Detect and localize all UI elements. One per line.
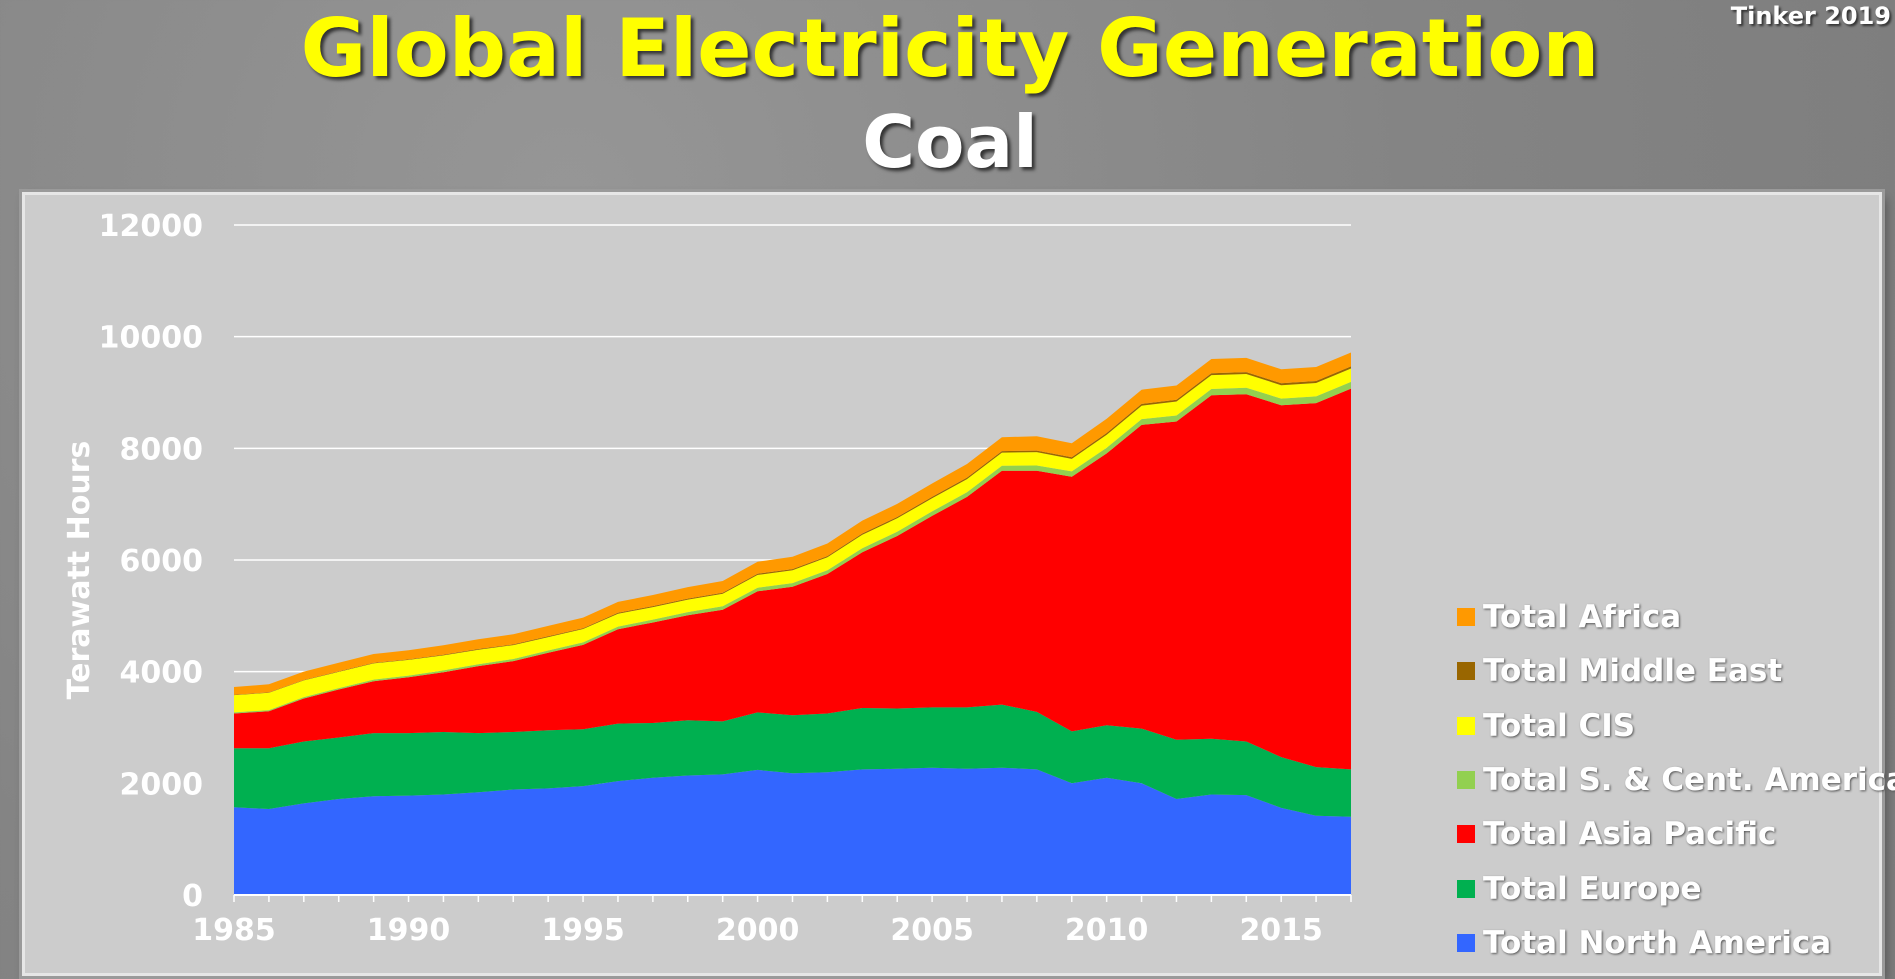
legend-label: Total North America [1483,924,1832,961]
legend-swatch [1457,825,1475,844]
legend-swatch [1457,879,1475,898]
legend-item: Total S. & Cent. America [1457,753,1895,807]
y-tick-label: 10000 [99,321,203,356]
legend-swatch [1457,771,1475,790]
axes: 0 2000 4000 6000 8000 10000 12000 1985 1990 1995 2… [99,209,1352,948]
legend-item: Total Asia Pacific [1457,807,1895,861]
x-tick-label: 2000 [716,913,800,948]
legend-label: Total Middle East [1483,653,1783,690]
area-total-asia-pacific [234,388,1351,770]
series-areas [234,352,1351,895]
legend-label: Total S. & Cent. America [1483,762,1895,799]
y-tick-label: 8000 [120,432,204,467]
x-tick-label: 2015 [1239,913,1323,948]
legend-label: Total CIS [1483,707,1636,744]
x-tick-label: 1985 [192,913,276,948]
legend-item: Total North America [1457,916,1895,970]
x-tick-label: 2005 [890,913,974,948]
area-total-europe [234,704,1351,817]
legend-item: Total CIS [1457,699,1895,753]
y-tick-label: 2000 [120,767,204,802]
legend-label: Total Africa [1483,599,1682,636]
legend-label: Total Asia Pacific [1483,816,1777,853]
y-axis-label: Terawatt Hours [62,441,97,700]
legend-item: Total Europe [1457,861,1895,915]
chart-panel: 0 2000 4000 6000 8000 10000 12000 1985 1990 1995 2… [22,192,1895,976]
y-tick-label: 4000 [120,656,204,691]
chart-subtitle: Coal [862,100,1038,184]
legend-swatch [1457,608,1475,627]
legend: Total Africa Total Middle East Total CIS To… [1457,590,1895,970]
legend-item: Total Africa [1457,590,1895,644]
x-tick-label: 2010 [1065,913,1149,948]
chart-title: Global Electricity Generation [300,2,1600,95]
y-tick-label: 12000 [99,209,203,244]
x-tick-label: 1990 [367,913,451,948]
legend-label: Total Europe [1483,870,1702,907]
area-total-north-america [234,767,1351,895]
legend-swatch [1457,662,1475,681]
y-tick-label: 0 [182,879,203,914]
y-tick-label: 6000 [120,544,204,579]
legend-item: Total Middle East [1457,644,1895,698]
area-total-cis [234,368,1351,713]
legend-swatch [1457,933,1475,952]
area-chart: 0 2000 4000 6000 8000 10000 12000 1985 1990 1995 2… [62,209,1352,948]
credit-label: Tinker 2019 [1730,2,1891,30]
legend-swatch [1457,716,1475,735]
x-tick-label: 1995 [541,913,625,948]
